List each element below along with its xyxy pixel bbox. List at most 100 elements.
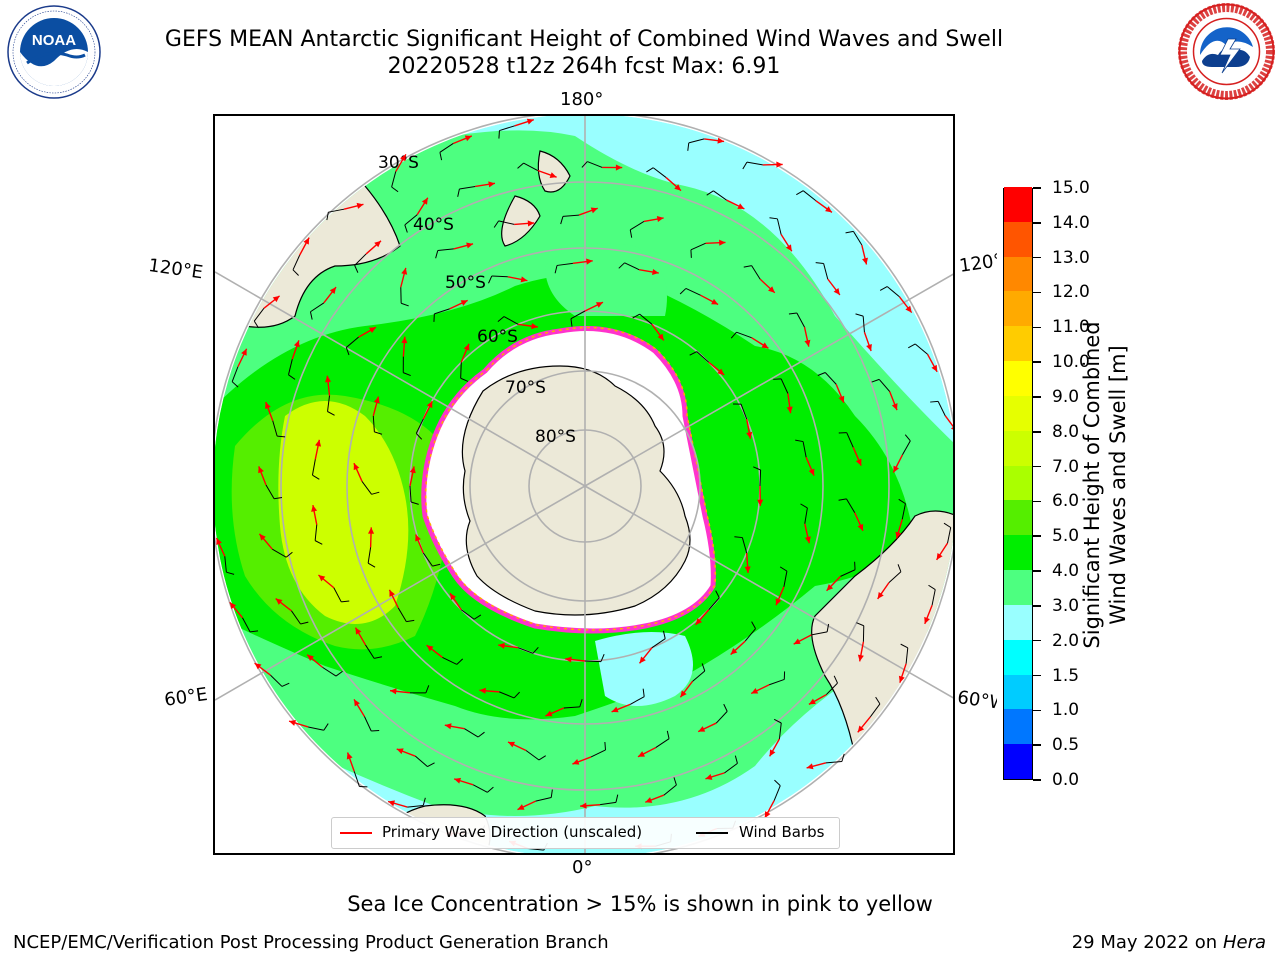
wave-direction-arrowhead xyxy=(368,327,376,334)
wind-barb-feather xyxy=(231,381,239,388)
wave-direction-arrowhead xyxy=(318,574,326,582)
wave-direction-arrowhead xyxy=(498,642,505,649)
wave-direction-arrowhead xyxy=(744,566,751,573)
wind-barb-feather xyxy=(723,703,728,712)
wind-barb-feather xyxy=(753,466,761,471)
wind-barb xyxy=(397,607,407,622)
wave-direction-arrowhead xyxy=(611,706,619,713)
wind-barb xyxy=(361,481,372,495)
wave-direction-arrowhead xyxy=(695,618,703,625)
noaa-logo: NOAA xyxy=(7,5,101,99)
wind-barb xyxy=(688,138,705,144)
wave-direction-arrowhead xyxy=(272,295,280,303)
lon-label-60w-clip: 60°W xyxy=(957,686,997,716)
colorbar-tick-label: 1.0 xyxy=(1052,700,1080,721)
wind-barb-feather xyxy=(570,318,573,327)
wind-barb xyxy=(353,771,360,787)
wind-barb xyxy=(769,678,785,686)
wind-barb xyxy=(308,726,324,731)
wind-barb-feather xyxy=(742,161,748,170)
wind-barb-feather xyxy=(943,522,951,528)
wave-direction-arrowhead xyxy=(804,536,811,544)
wave-direction-arrowhead xyxy=(307,654,314,662)
wind-barb xyxy=(783,571,788,587)
wave-direction-arrowhead xyxy=(637,751,645,757)
wind-barb xyxy=(823,263,829,280)
wind-barb xyxy=(562,214,579,217)
wind-barb xyxy=(776,218,782,235)
wind-barb-feather xyxy=(477,731,485,738)
wind-barb xyxy=(901,503,906,520)
wave-direction-arrowhead xyxy=(785,244,792,252)
wave-direction-arrowhead xyxy=(698,726,706,732)
wind-barb xyxy=(354,253,367,266)
wave-direction-arrowhead xyxy=(229,602,237,610)
wind-barb xyxy=(270,674,283,687)
wind-barb xyxy=(472,784,488,793)
wind-barb-feather xyxy=(371,729,380,732)
wind-barb-feather xyxy=(281,682,290,687)
wind-barb xyxy=(365,644,375,659)
wind-barb xyxy=(439,143,454,153)
colorbar-tick-label: 10.0 xyxy=(1052,352,1090,373)
wind-barb xyxy=(724,762,738,774)
wind-barb-feather xyxy=(404,224,408,233)
colorbar-tick-label: 13.0 xyxy=(1052,247,1090,268)
wind-barb xyxy=(404,214,418,226)
wind-barb-feather xyxy=(800,503,808,509)
wave-direction-arrowhead xyxy=(368,527,375,534)
colorbar-segment xyxy=(1004,186,1032,222)
colorbar-segment xyxy=(1004,360,1032,396)
wind-barb-feather xyxy=(326,212,329,221)
wave-direction-arrowhead xyxy=(508,741,516,748)
wind-barb-feather xyxy=(928,584,936,590)
wave-direction-arrowhead xyxy=(855,458,862,466)
wave-direction-arrowhead xyxy=(241,348,247,356)
wave-direction-arrowhead xyxy=(259,533,266,541)
colorbar-tick xyxy=(1033,570,1041,572)
wind-barb xyxy=(310,302,325,313)
wind-barb xyxy=(391,171,397,188)
wind-barb xyxy=(852,231,863,246)
wave-direction-arrowhead xyxy=(857,523,864,531)
wind-barb-feather xyxy=(679,288,687,295)
wind-barb xyxy=(886,286,900,298)
wave-direction-label: Primary Wave Direction (unscaled) xyxy=(382,823,643,841)
wind-barb xyxy=(778,722,782,739)
wind-barb-feather xyxy=(769,217,778,220)
wave-direction-arrowhead xyxy=(463,343,470,351)
wind-barb xyxy=(869,703,881,718)
colorbar-segment xyxy=(1004,325,1032,362)
wind-barb xyxy=(327,395,331,412)
wave-direction-arrowhead xyxy=(776,161,783,168)
colorbar-tick xyxy=(1033,431,1041,433)
wind-barb-feather xyxy=(391,186,399,193)
wind-barb xyxy=(629,696,645,705)
wave-direction-arrowhead xyxy=(717,368,725,375)
wave-direction-arrowhead xyxy=(891,403,898,411)
wind-barb xyxy=(242,617,251,633)
colorbar-title-line1: Significant Height of Combined xyxy=(1080,321,1104,649)
wind-barb xyxy=(905,647,909,664)
wind-barb xyxy=(535,797,552,802)
wind-barb xyxy=(630,221,645,231)
lon-label-120w-clip: 120°W xyxy=(957,250,997,280)
wave-direction-arrowhead xyxy=(444,723,452,730)
wind-barb xyxy=(498,220,515,225)
wind-barb-feather xyxy=(456,658,464,665)
wave-direction-arrowhead xyxy=(717,137,725,144)
wave-direction-arrowhead xyxy=(527,220,535,227)
wind-barb xyxy=(570,310,586,320)
wave-direction-arrowhead xyxy=(804,339,811,347)
wave-direction-arrowhead xyxy=(401,267,408,275)
wind-barb xyxy=(825,682,838,695)
lat-label-40s: 40°S xyxy=(413,215,454,235)
wind-barb-feather xyxy=(309,311,313,320)
wave-direction-arrowhead xyxy=(768,286,775,293)
wind-barb xyxy=(464,728,479,738)
wind-barb-feather xyxy=(581,161,588,168)
wind-barb-feather xyxy=(312,474,320,480)
wind-barb xyxy=(796,312,805,328)
wave-direction-arrowhead xyxy=(517,804,525,810)
colorbar-tick-label: 11.0 xyxy=(1052,317,1090,338)
